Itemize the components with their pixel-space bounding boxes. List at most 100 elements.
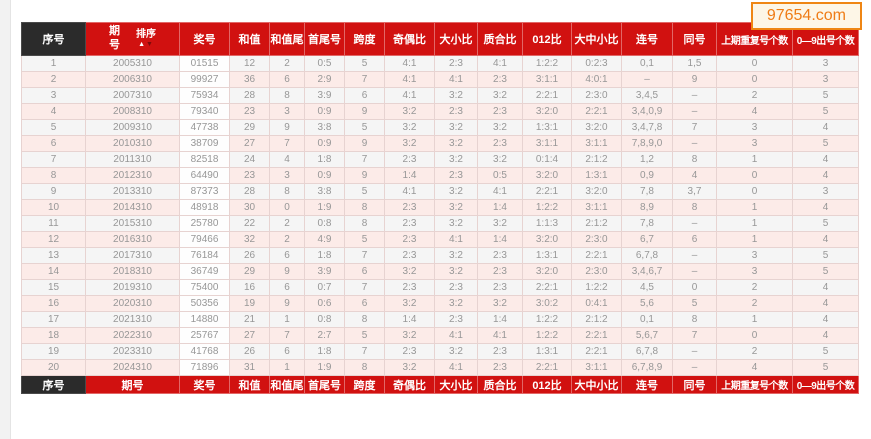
daxiaobi-cell: 3:2 xyxy=(434,87,478,104)
chuhaogeshu-cell: 5 xyxy=(792,343,859,360)
hezhi-cell: 31 xyxy=(229,359,270,376)
dazhongxiaobi-cell: 3:1:1 xyxy=(571,359,622,376)
daxiaobi-cell: 3:2 xyxy=(434,247,478,264)
table-row: 9 2013310 87373 28 8 3:8 5 4:1 3:2 4:1 2:2:1 3:2:0 7… xyxy=(21,183,859,200)
kuadu-cell: 7 xyxy=(344,151,385,168)
chuhaogeshu-cell: 3 xyxy=(792,71,859,88)
qihao-cell: 2017310 xyxy=(85,247,180,264)
xuhao-cell: 14 xyxy=(21,263,86,280)
daxiaobi-cell: 3:2 xyxy=(434,215,478,232)
shangqichongfu-cell: 4 xyxy=(716,359,793,376)
tonghao-cell: 8 xyxy=(672,151,717,168)
hezhiwei-cell: 2 xyxy=(269,231,305,248)
jioubi-cell: 2:3 xyxy=(384,231,435,248)
bi012-cell: 3:2:0 xyxy=(522,231,572,248)
lianhao-cell: 0,1 xyxy=(621,311,673,328)
shouweihao-cell: 1:9 xyxy=(304,359,345,376)
sort-control[interactable]: 排序 ▲▼ xyxy=(136,30,156,48)
xuhao-cell: 8 xyxy=(21,167,86,184)
hezhiwei-cell: 6 xyxy=(269,247,305,264)
shangqichongfu-cell: 0 xyxy=(716,167,793,184)
dazhongxiaobi-cell: 2:2:1 xyxy=(571,343,622,360)
xuhao-cell: 15 xyxy=(21,279,86,296)
watermark-badge[interactable]: 97654.com xyxy=(750,2,862,30)
shangqichongfu-cell: 2 xyxy=(716,343,793,360)
jianghao-cell: 25780 xyxy=(179,215,230,232)
shouweihao-cell: 1:8 xyxy=(304,343,345,360)
bi012-cell: 3:1:1 xyxy=(522,71,572,88)
zhihebi-cell: 2:3 xyxy=(477,71,523,88)
hezhiwei-cell: 9 xyxy=(269,295,305,312)
bi012-cell: 3:0:2 xyxy=(522,295,572,312)
lianhao-cell: 3,4,7,8 xyxy=(621,119,673,136)
shangqichongfu-cell: 1 xyxy=(716,215,793,232)
lottery-trend-table: 序号期号排序 ▲▼ 奖号 和值 和值尾 首尾号 跨度 奇偶比 大小比 质合比 012比 大中小比 连号同… xyxy=(21,22,859,394)
lianhao-cell: 5,6,7 xyxy=(621,327,673,344)
daxiaobi-cell: 3:2 xyxy=(434,199,478,216)
qihao-cell: 2012310 xyxy=(85,167,180,184)
dazhongxiaobi-cell: 3:2:0 xyxy=(571,119,622,136)
footer-col-lianhao: 连号 xyxy=(621,375,673,394)
jioubi-cell: 4:1 xyxy=(384,87,435,104)
xuhao-cell: 16 xyxy=(21,295,86,312)
hezhiwei-cell: 1 xyxy=(269,359,305,376)
zhihebi-cell: 0:5 xyxy=(477,167,523,184)
hezhiwei-cell: 9 xyxy=(269,263,305,280)
jianghao-cell: 75934 xyxy=(179,87,230,104)
qihao-cell: 2015310 xyxy=(85,215,180,232)
bi012-cell: 2:2:1 xyxy=(522,87,572,104)
kuadu-cell: 5 xyxy=(344,327,385,344)
chuhaogeshu-cell: 5 xyxy=(792,359,859,376)
header-col-dazhongxiaobi: 大中小比 xyxy=(571,22,622,56)
hezhi-cell: 29 xyxy=(229,119,270,136)
header-col-daxiaobi: 大小比 xyxy=(434,22,478,56)
page-left-gutter xyxy=(0,0,11,439)
table-row: 18 2022310 25767 27 7 2:7 5 3:2 4:1 4:1 1:2:2 2:2:1… xyxy=(21,327,859,344)
dazhongxiaobi-cell: 2:2:1 xyxy=(571,327,622,344)
lianhao-cell: 3,4,0,9 xyxy=(621,103,673,120)
tonghao-cell: 7 xyxy=(672,119,717,136)
jianghao-cell: 76184 xyxy=(179,247,230,264)
bi012-cell: 3:1:1 xyxy=(522,135,572,152)
kuadu-cell: 6 xyxy=(344,263,385,280)
jioubi-cell: 2:3 xyxy=(384,199,435,216)
tonghao-cell: – xyxy=(672,215,717,232)
lianhao-cell: 0,1 xyxy=(621,55,673,72)
hezhi-cell: 28 xyxy=(229,87,270,104)
jianghao-cell: 71896 xyxy=(179,359,230,376)
lianhao-cell: 0,9 xyxy=(621,167,673,184)
hezhiwei-cell: 2 xyxy=(269,55,305,72)
jioubi-cell: 1:4 xyxy=(384,167,435,184)
chuhaogeshu-cell: 4 xyxy=(792,231,859,248)
dazhongxiaobi-cell: 2:2:1 xyxy=(571,247,622,264)
shouweihao-cell: 0:5 xyxy=(304,55,345,72)
hezhiwei-cell: 0 xyxy=(269,199,305,216)
qihao-cell: 2023310 xyxy=(85,343,180,360)
header-col-qihao[interactable]: 期号排序 ▲▼ xyxy=(85,22,180,56)
hezhiwei-cell: 8 xyxy=(269,87,305,104)
zhihebi-cell: 1:4 xyxy=(477,199,523,216)
hezhi-cell: 26 xyxy=(229,343,270,360)
hezhi-cell: 23 xyxy=(229,103,270,120)
bi012-cell: 2:2:1 xyxy=(522,279,572,296)
daxiaobi-cell: 3:2 xyxy=(434,183,478,200)
dazhongxiaobi-cell: 2:2:1 xyxy=(571,103,622,120)
footer-col-xuhao: 序号 xyxy=(21,375,86,394)
sort-arrows-icon[interactable]: ▲▼ xyxy=(138,41,154,48)
lianhao-cell: 6,7,8,9 xyxy=(621,359,673,376)
kuadu-cell: 5 xyxy=(344,55,385,72)
tonghao-cell: 8 xyxy=(672,311,717,328)
shouweihao-cell: 1:9 xyxy=(304,199,345,216)
sort-desc-icon[interactable]: ▼ xyxy=(146,40,154,48)
sort-asc-icon[interactable]: ▲ xyxy=(138,40,146,48)
chuhaogeshu-cell: 5 xyxy=(792,247,859,264)
bi012-cell: 1:2:2 xyxy=(522,327,572,344)
kuadu-cell: 7 xyxy=(344,247,385,264)
daxiaobi-cell: 4:1 xyxy=(434,231,478,248)
daxiaobi-cell: 2:3 xyxy=(434,55,478,72)
footer-col-kuadu: 跨度 xyxy=(344,375,385,394)
header-col-jianghao: 奖号 xyxy=(179,22,230,56)
table-row: 17 2021310 14880 21 1 0:8 8 1:4 2:3 1:4 1:2:2 2:1:2… xyxy=(21,311,859,328)
tonghao-cell: 9 xyxy=(672,71,717,88)
shouweihao-cell: 2:7 xyxy=(304,327,345,344)
